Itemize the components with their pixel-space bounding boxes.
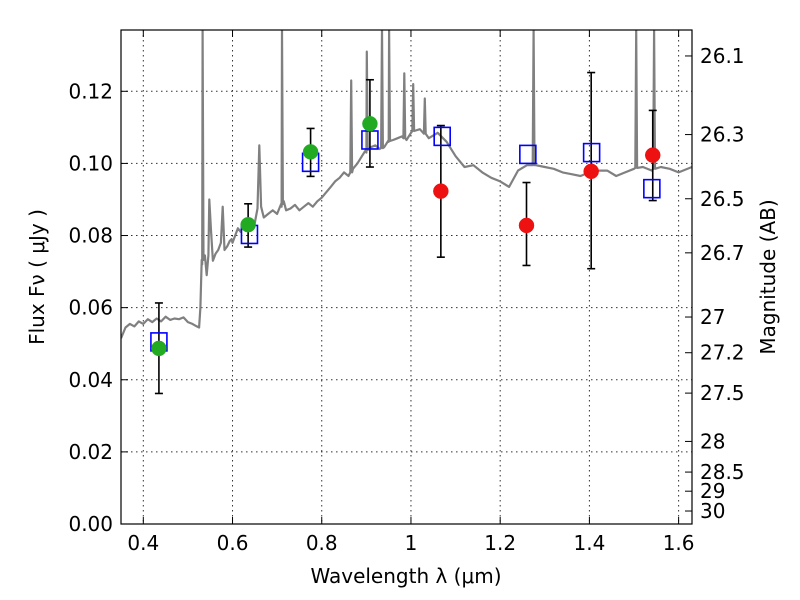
y-tick-label: 0.02 [68, 440, 113, 464]
ticks-layer: 0.4 0.6 0.8 1 1.2 1.4 1.6 0.00 0.02 0.04 0.06 0.08 0… [68, 30, 745, 555]
right-axis-label: Magnitude (AB) [756, 199, 780, 354]
right-tick-label: 27 [700, 305, 725, 329]
y-tick-label: 0.06 [68, 296, 113, 320]
model-photometry-square [433, 126, 451, 147]
right-tick-label: 29 [700, 479, 725, 503]
observed-point-red [433, 183, 449, 199]
x-tick-label: 0.8 [306, 531, 338, 555]
x-tick-label: 0.6 [217, 531, 249, 555]
model-photometry-square [582, 142, 601, 163]
x-axis-label: Wavelength λ (μm) [310, 564, 501, 588]
grid [121, 30, 692, 525]
plot-frame [120, 29, 693, 525]
model-photometry-square [643, 178, 661, 199]
right-tick-label: 28.5 [700, 460, 745, 484]
x-tick-label: 0.4 [127, 531, 159, 555]
observed-point-green [151, 340, 167, 357]
markers-layer [150, 116, 661, 357]
observed-point-green [362, 116, 378, 132]
right-tick-label: 27.5 [700, 381, 745, 405]
right-tick-label: 26.5 [700, 187, 745, 211]
x-tick-label: 1.4 [573, 531, 605, 555]
observed-point-green [302, 144, 319, 160]
x-tick-label: 1.2 [484, 531, 516, 555]
right-tick-label: 27.2 [700, 341, 745, 365]
right-tick-label: 26.1 [700, 44, 745, 68]
y-tick-label: 0.12 [68, 79, 113, 103]
model-spectrum-line [121, 30, 692, 339]
y-tick-label: 0.10 [68, 151, 113, 175]
y-tick-label: 0.08 [68, 224, 113, 248]
model-photometry-square [519, 144, 537, 165]
right-tick-label: 28 [700, 429, 725, 453]
observed-point-red [644, 147, 661, 163]
y-tick-label: 0.04 [68, 368, 113, 392]
right-tick-label: 26.7 [700, 241, 745, 265]
y-axis-label: Flux Fν ( μJy ) [25, 209, 49, 345]
x-tick-label: 1 [405, 531, 418, 555]
right-tick-label: 26.3 [700, 123, 745, 147]
observed-point-red [583, 163, 599, 180]
observed-point-red [518, 217, 535, 234]
observed-point-green [240, 216, 256, 233]
y-tick-label: 0.00 [68, 512, 113, 536]
model-spectrum-layer [121, 30, 692, 339]
x-tick-label: 1.6 [663, 531, 695, 555]
right-tick-label: 30 [700, 499, 725, 523]
